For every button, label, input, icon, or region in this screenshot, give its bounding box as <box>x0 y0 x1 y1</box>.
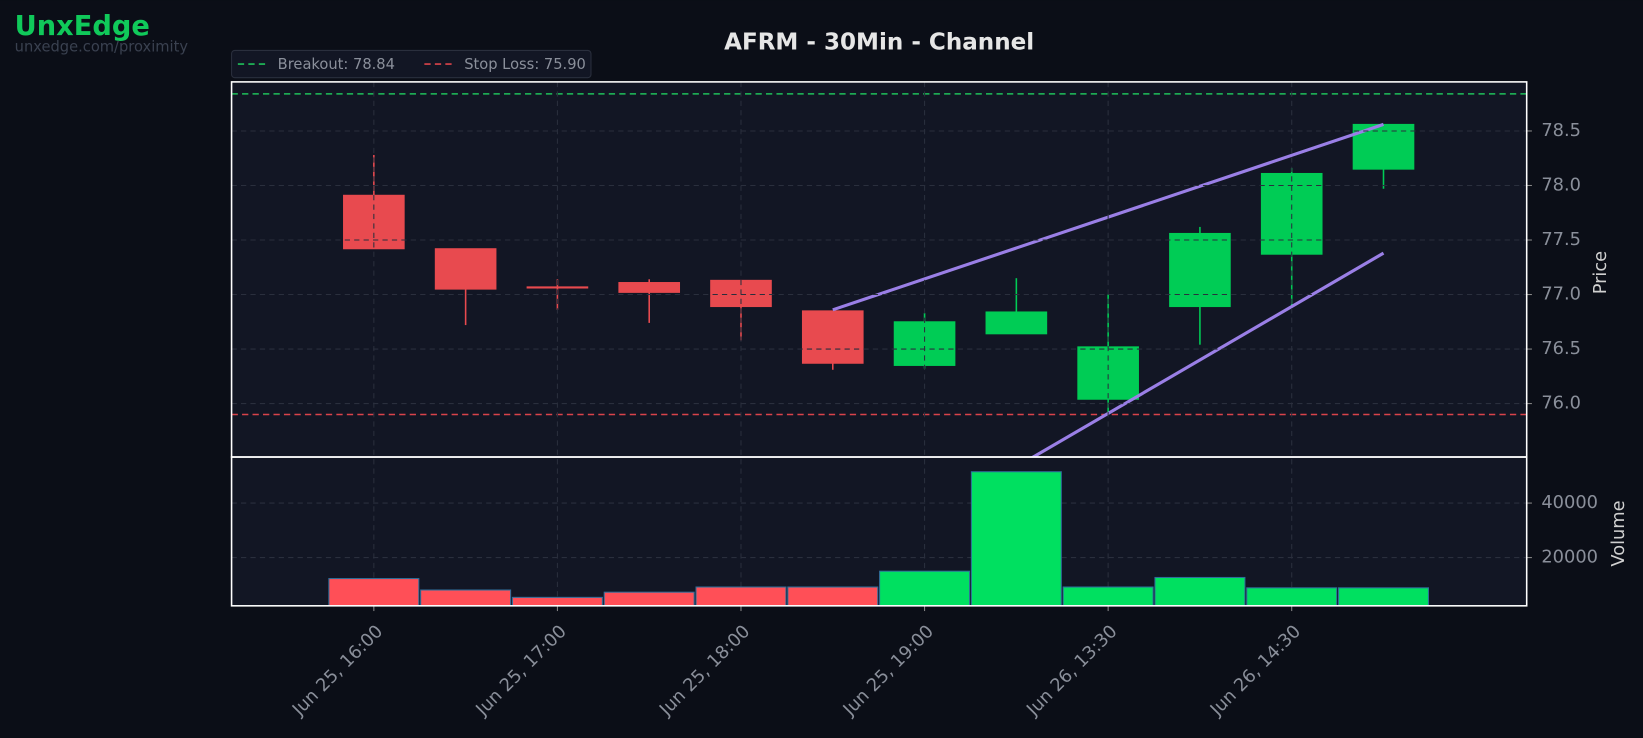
volume-bar <box>511 596 603 607</box>
candle-body <box>801 310 864 364</box>
volume-bar <box>1062 586 1154 607</box>
volume-bar <box>695 586 787 607</box>
volume-bar <box>787 586 879 607</box>
volume-axis-label: Volume <box>1608 500 1629 566</box>
candle-body <box>1260 172 1323 255</box>
candle-body <box>526 286 589 289</box>
volume-bar <box>1154 576 1246 607</box>
volume-frame <box>230 456 1528 607</box>
candle-body <box>434 248 497 290</box>
y-tick-label: 76.5 <box>1541 338 1581 359</box>
volume-bar <box>328 578 420 607</box>
volume-bar <box>970 471 1062 607</box>
legend-label: Stop Loss: 75.90 <box>464 56 586 73</box>
candle-body <box>1169 232 1231 308</box>
y-tick-label: 20000 <box>1541 547 1598 568</box>
y-tick-label: 77.0 <box>1541 284 1581 305</box>
candle-body <box>343 194 405 250</box>
legend <box>231 49 592 79</box>
y-tick-label: 76.0 <box>1541 393 1581 414</box>
volume-bar <box>1338 587 1430 607</box>
y-tick-label: 40000 <box>1541 492 1598 513</box>
brand-url: unxedge.com/proximity <box>15 38 189 55</box>
candle-body <box>618 282 681 293</box>
volume-bar <box>603 591 695 607</box>
y-tick-label: 77.5 <box>1541 229 1581 250</box>
y-axis-label: Price <box>1590 251 1611 294</box>
volume-bar <box>420 589 512 607</box>
candle-body <box>985 311 1048 335</box>
legend-label: Breakout: 78.84 <box>278 56 395 73</box>
y-tick-label: 78.0 <box>1541 174 1581 195</box>
volume-bar <box>879 570 971 607</box>
brand: UnxEdge <box>15 11 150 42</box>
chart-title: AFRM - 30Min - Channel <box>724 30 1034 56</box>
candle-body <box>1077 346 1139 400</box>
price-panel <box>231 81 1527 458</box>
volume-bar <box>1246 587 1338 607</box>
y-tick-label: 78.5 <box>1541 120 1581 141</box>
